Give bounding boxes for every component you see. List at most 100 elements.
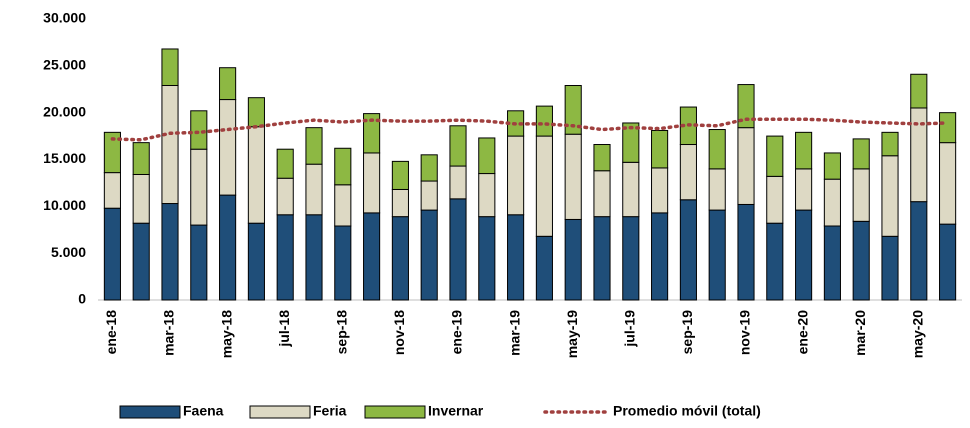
bar bbox=[190, 224, 208, 301]
x-tick-label: jul-19 bbox=[622, 310, 638, 348]
legend-marker bbox=[364, 405, 426, 419]
bar bbox=[939, 223, 957, 301]
bar bbox=[161, 203, 179, 301]
bar bbox=[708, 209, 726, 301]
bar bbox=[132, 222, 150, 301]
x-tick-label: may-18 bbox=[218, 310, 234, 358]
bar bbox=[795, 131, 813, 170]
bar bbox=[478, 173, 496, 218]
bar bbox=[535, 135, 553, 237]
x-tick-label: mar-19 bbox=[506, 310, 522, 356]
bar bbox=[305, 163, 323, 216]
bar bbox=[334, 184, 352, 227]
bar bbox=[507, 135, 525, 216]
bar bbox=[449, 198, 467, 301]
bar bbox=[852, 168, 870, 222]
legend-label: Promedio móvil (total) bbox=[613, 403, 761, 419]
x-tick-label: may-20 bbox=[910, 310, 926, 358]
bar bbox=[276, 148, 294, 179]
legend-label: Faena bbox=[183, 403, 224, 419]
x-tick-label: ene-19 bbox=[449, 310, 465, 355]
bar bbox=[939, 142, 957, 225]
x-tick-label: sep-19 bbox=[679, 310, 695, 355]
bar bbox=[420, 180, 438, 211]
x-tick-label: mar-18 bbox=[161, 310, 177, 356]
bar bbox=[823, 225, 841, 301]
bar bbox=[593, 144, 611, 172]
x-tick-label: may-19 bbox=[564, 310, 580, 358]
x-tick-label: sep-18 bbox=[334, 310, 350, 355]
legend-marker bbox=[119, 405, 181, 419]
x-tick-label: nov-19 bbox=[737, 310, 753, 355]
bar bbox=[852, 220, 870, 301]
bar bbox=[535, 105, 553, 137]
bar bbox=[708, 168, 726, 211]
bar bbox=[564, 218, 582, 301]
bar bbox=[363, 152, 381, 214]
bar bbox=[190, 148, 208, 226]
bar bbox=[161, 85, 179, 205]
bar bbox=[247, 97, 265, 128]
bar bbox=[190, 110, 208, 150]
bar bbox=[622, 122, 640, 163]
bar bbox=[103, 172, 121, 209]
bar bbox=[103, 131, 121, 174]
y-tick-label: 0 bbox=[78, 291, 86, 307]
x-tick-label: nov-18 bbox=[391, 310, 407, 355]
bar bbox=[247, 222, 265, 301]
bar bbox=[708, 129, 726, 170]
bar bbox=[766, 175, 784, 224]
y-tick-label: 25.000 bbox=[43, 57, 86, 73]
bar bbox=[478, 137, 496, 175]
bar bbox=[737, 203, 755, 301]
bar bbox=[276, 214, 294, 301]
bar bbox=[622, 216, 640, 301]
bar bbox=[795, 168, 813, 211]
bar bbox=[161, 48, 179, 87]
bar bbox=[881, 155, 899, 237]
y-tick-label: 15.000 bbox=[43, 150, 86, 166]
bar bbox=[651, 167, 669, 214]
bar bbox=[507, 214, 525, 301]
bar bbox=[219, 67, 237, 101]
bar bbox=[219, 194, 237, 301]
bar bbox=[823, 178, 841, 227]
bar bbox=[276, 177, 294, 216]
bar bbox=[910, 107, 928, 203]
bar bbox=[478, 216, 496, 301]
legend-label: Feria bbox=[313, 403, 347, 419]
bar bbox=[564, 133, 582, 220]
bar bbox=[103, 207, 121, 301]
bar bbox=[363, 212, 381, 301]
bar bbox=[334, 147, 352, 186]
x-tick-label: ene-18 bbox=[103, 310, 119, 355]
bar bbox=[593, 170, 611, 218]
bar bbox=[420, 154, 438, 182]
bar bbox=[910, 73, 928, 109]
bar bbox=[766, 135, 784, 177]
bar bbox=[737, 84, 755, 129]
bar bbox=[535, 235, 553, 301]
bar bbox=[363, 113, 381, 154]
bar bbox=[247, 126, 265, 224]
legend-label: Invernar bbox=[428, 403, 484, 419]
bar bbox=[651, 212, 669, 301]
moving-average-line bbox=[110, 117, 950, 142]
bar bbox=[679, 199, 697, 301]
bar bbox=[391, 216, 409, 301]
bar bbox=[391, 188, 409, 218]
y-tick-label: 5.000 bbox=[51, 244, 86, 260]
bar bbox=[132, 173, 150, 224]
x-tick-label: jul-18 bbox=[276, 310, 292, 348]
bar bbox=[679, 144, 697, 201]
bar bbox=[939, 112, 957, 144]
bar bbox=[881, 235, 899, 301]
bar bbox=[305, 127, 323, 165]
bar bbox=[881, 131, 899, 157]
x-tick-label: ene-20 bbox=[794, 310, 810, 355]
bar bbox=[766, 222, 784, 301]
bar bbox=[449, 165, 467, 200]
bar bbox=[449, 125, 467, 167]
bar bbox=[852, 138, 870, 170]
